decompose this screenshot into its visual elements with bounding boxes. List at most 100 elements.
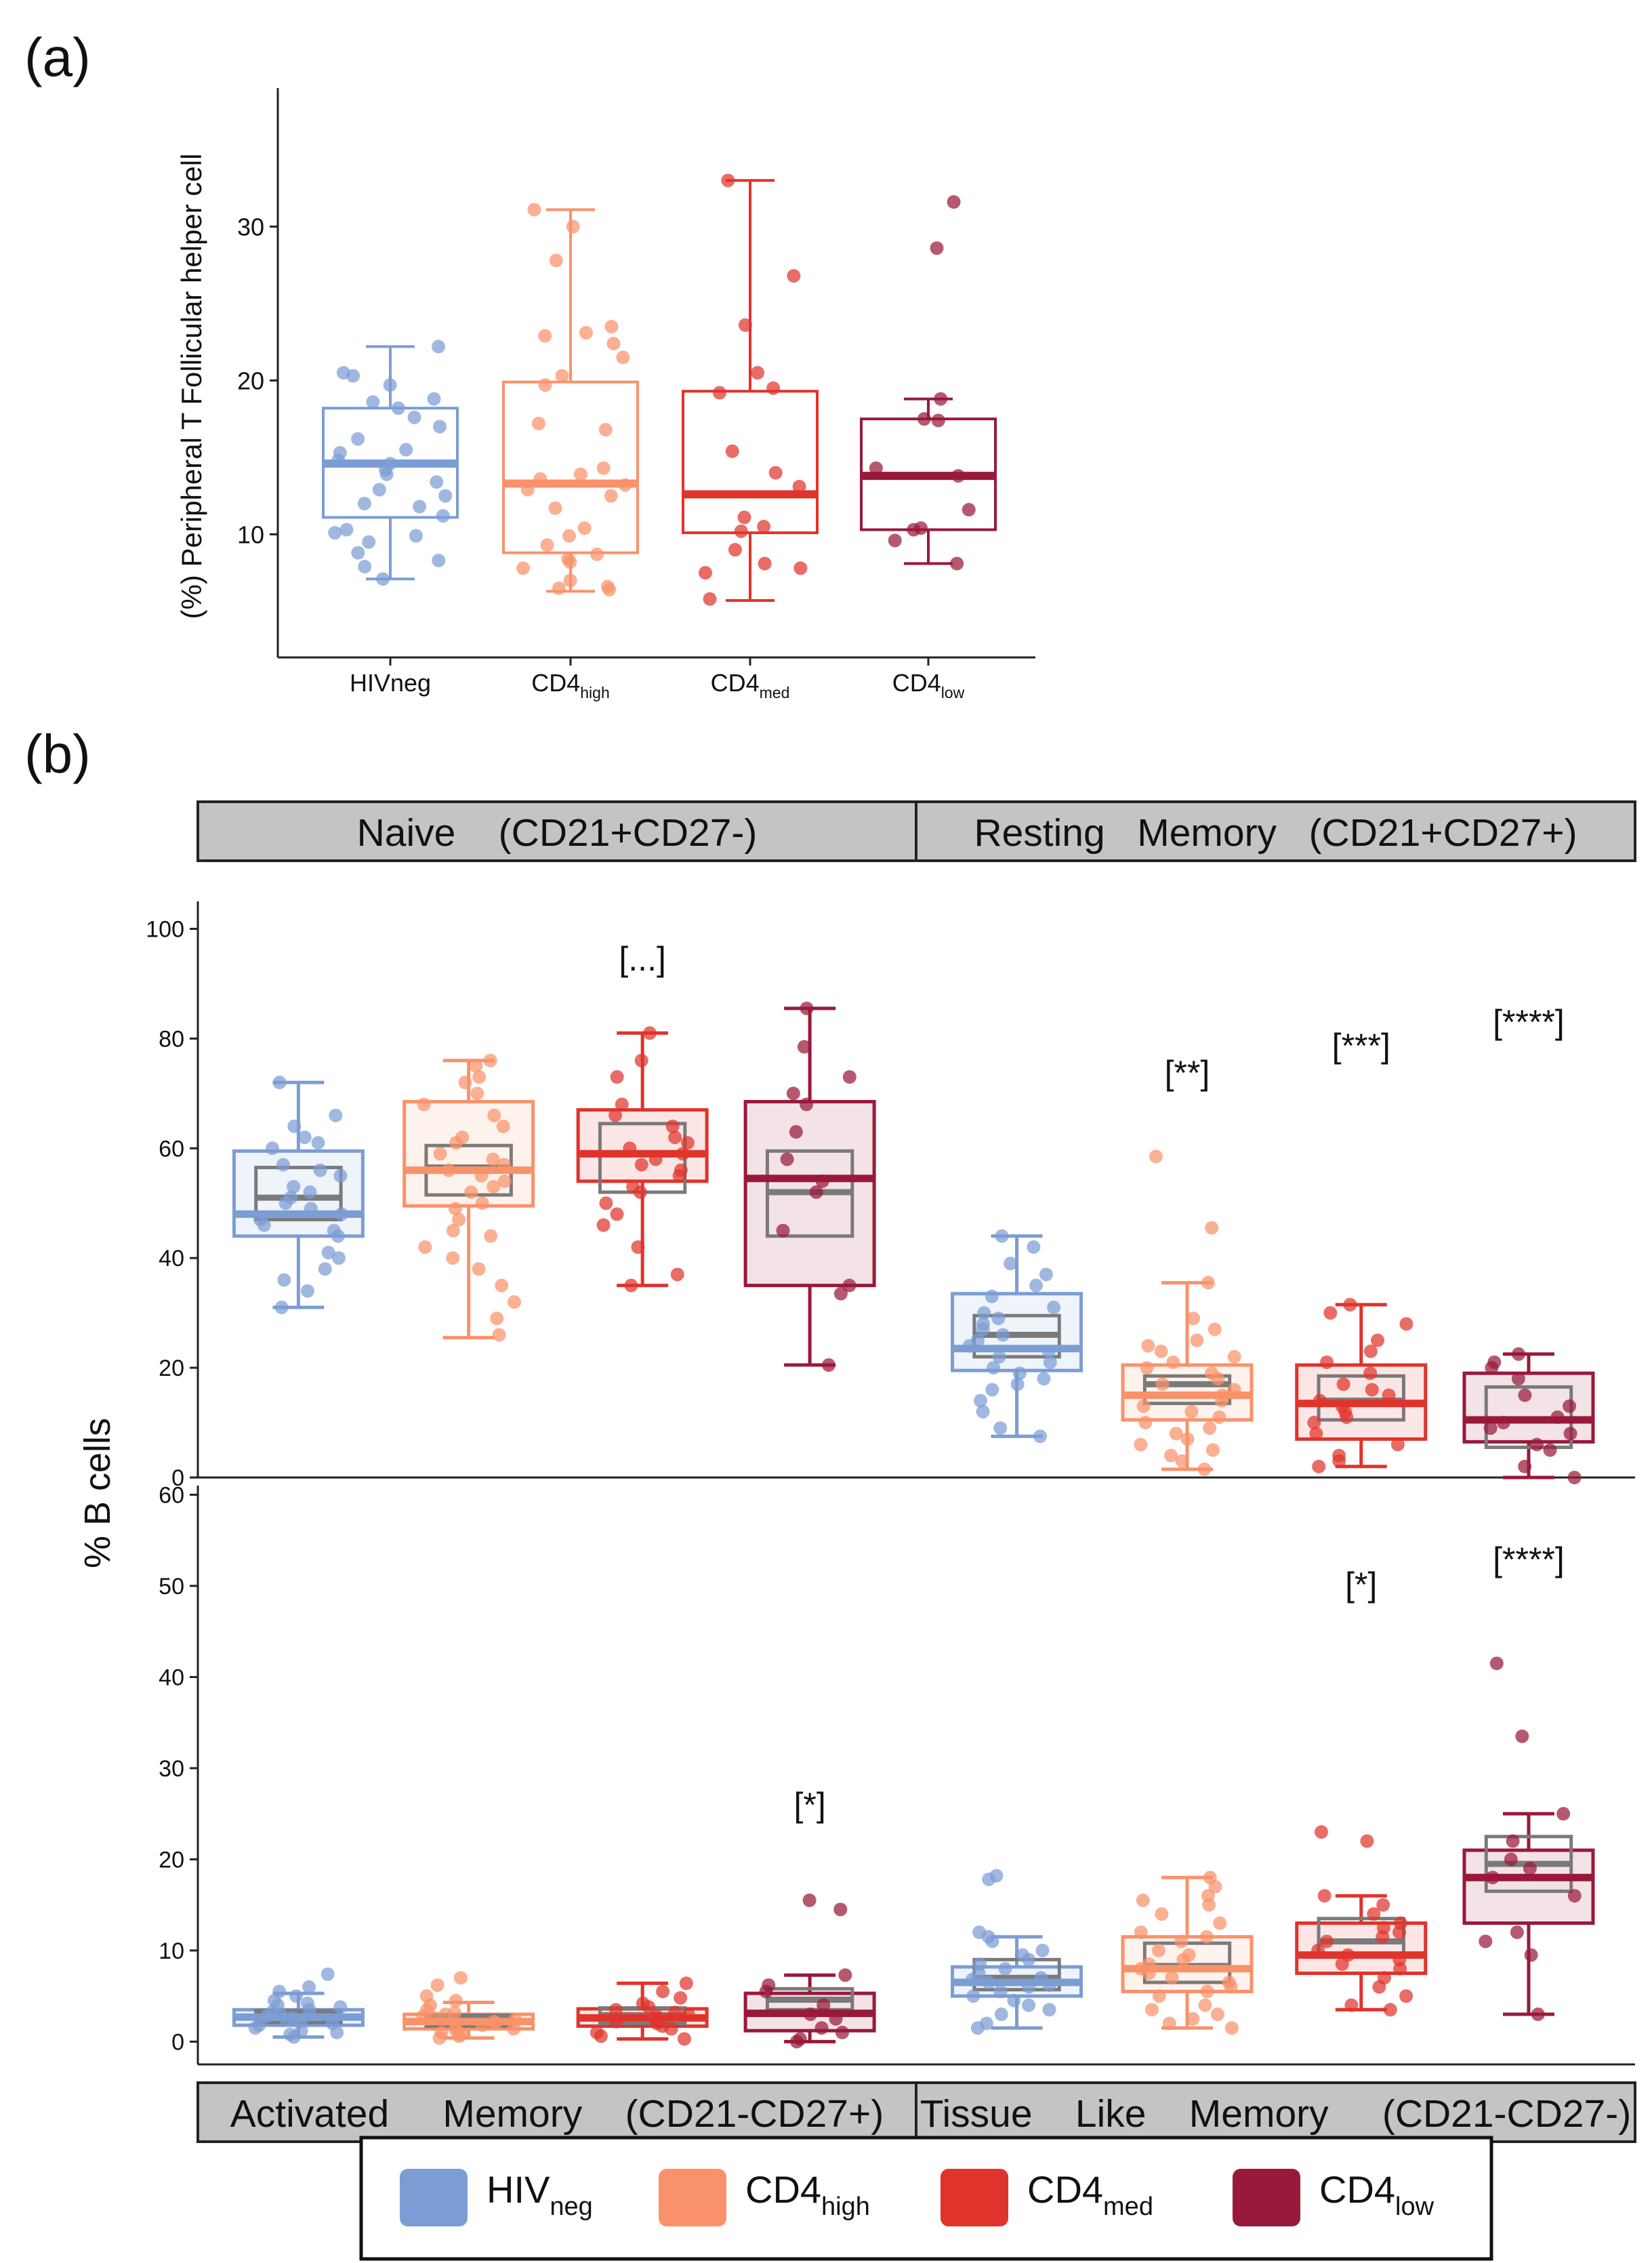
box-body [682, 390, 819, 535]
data-point [1142, 1966, 1156, 1980]
box-group-cd4high [1121, 1149, 1254, 1476]
y-tick-label: 30 [237, 213, 264, 241]
data-point [516, 561, 531, 575]
data-point [279, 2013, 293, 2027]
data-point [594, 2029, 608, 2043]
data-point [339, 523, 354, 537]
data-point [321, 1967, 335, 1981]
data-point [1550, 1410, 1565, 1424]
data-point [409, 529, 423, 543]
data-point [618, 478, 632, 492]
data-point [907, 523, 921, 537]
panel-a-chart: 10 20 30 (%) Peripheral T Follicular helper… [175, 88, 1035, 701]
data-point [484, 1229, 498, 1243]
data-point [1199, 1930, 1214, 1944]
data-point [1307, 1416, 1321, 1430]
data-point [358, 560, 372, 574]
box-group-cd4med [576, 1976, 709, 2046]
data-point [563, 573, 577, 588]
data-point [1151, 1943, 1165, 1957]
data-point [1010, 1377, 1025, 1391]
box-group-cd4low [743, 1893, 876, 2049]
legend-swatch [400, 2169, 468, 2226]
data-point [1004, 1257, 1018, 1271]
data-point [376, 572, 390, 586]
data-point [1393, 1961, 1407, 1976]
data-point [787, 268, 801, 283]
data-point [472, 1262, 486, 1276]
data-point [432, 340, 446, 354]
y-tick-label: 20 [159, 1355, 184, 1381]
box-group-cd4med [1295, 1298, 1428, 1473]
data-point [803, 2007, 817, 2022]
data-point [842, 1070, 856, 1084]
data-point [1208, 1879, 1222, 1894]
data-point [608, 1108, 623, 1122]
data-point [604, 319, 619, 333]
data-point [1138, 1416, 1153, 1430]
data-point [475, 1196, 489, 1210]
data-point [721, 174, 735, 188]
data-point [608, 2003, 623, 2017]
legend-label-base: CD4 [1319, 2168, 1395, 2211]
data-point [947, 195, 961, 209]
data-point [334, 1207, 348, 1221]
data-point [538, 378, 552, 392]
data-point [1134, 1438, 1148, 1452]
data-point [1141, 1339, 1155, 1353]
data-point [507, 2022, 521, 2036]
data-point [793, 561, 808, 575]
data-point [470, 1086, 484, 1101]
significance-label: [**] [1165, 1054, 1210, 1092]
data-point [665, 1119, 680, 1133]
data-point [962, 1339, 976, 1353]
data-point [985, 1289, 999, 1303]
data-point [1227, 1383, 1241, 1397]
data-point [552, 581, 566, 595]
data-point [1567, 1471, 1582, 1484]
data-point [497, 1158, 511, 1172]
data-point [427, 392, 441, 406]
data-point [809, 1185, 823, 1200]
data-point [728, 543, 742, 557]
data-point [1511, 1372, 1525, 1386]
data-point [475, 2018, 489, 2033]
strip-label: Resting Memory (CD21+CD27+) [974, 811, 1577, 855]
data-point [1483, 1421, 1498, 1435]
y-tick-label: 100 [146, 916, 184, 942]
data-point [1383, 2003, 1397, 2017]
data-point [1485, 1361, 1499, 1375]
data-point [664, 2022, 678, 2036]
data-point [648, 1152, 663, 1166]
data-point [1140, 1361, 1154, 1375]
data-point [758, 556, 772, 571]
data-point [357, 496, 371, 510]
data-point [615, 1097, 629, 1112]
data-point [776, 1223, 790, 1238]
data-point [399, 443, 413, 457]
data-point [433, 1147, 447, 1161]
data-point [1136, 1893, 1150, 1907]
significance-label: [...] [619, 940, 665, 978]
data-point [1382, 1388, 1396, 1402]
data-point [1169, 1427, 1183, 1441]
data-point [1556, 1807, 1571, 1821]
y-tick-label: 10 [159, 1938, 184, 1964]
data-point [931, 413, 945, 428]
data-point [1022, 1953, 1036, 1967]
box-group-cd4high [502, 203, 639, 597]
data-point [495, 1278, 509, 1292]
data-point [604, 489, 618, 503]
data-point [606, 336, 621, 350]
data-point [1323, 1306, 1338, 1320]
data-point [446, 1223, 460, 1238]
data-point [379, 467, 394, 481]
data-point [996, 1328, 1010, 1342]
data-point [1176, 1953, 1191, 1967]
data-point [1313, 1393, 1327, 1408]
data-point [289, 1989, 304, 2003]
data-point [1029, 1278, 1043, 1292]
data-point [321, 1246, 335, 1260]
data-point [610, 1207, 624, 1221]
data-point [287, 2030, 301, 2044]
